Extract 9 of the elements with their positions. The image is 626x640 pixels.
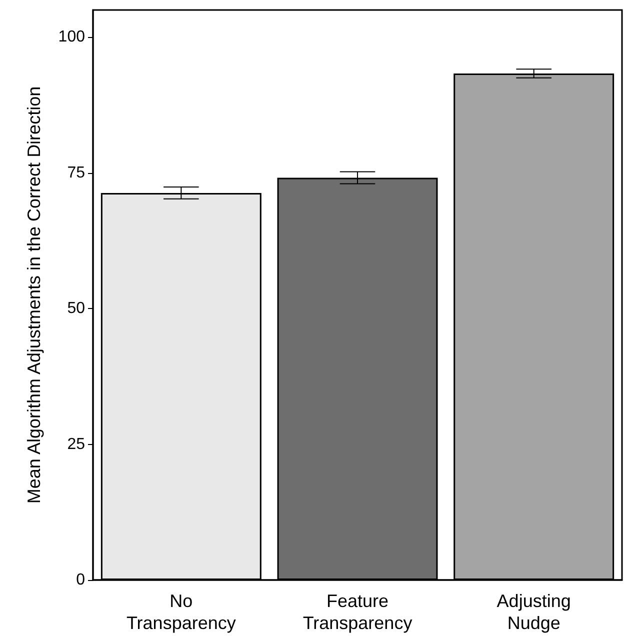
y-tick-label: 100 (58, 28, 86, 46)
y-axis-title: Mean Algorithm Adjustments in the Correct Direction (24, 86, 44, 504)
x-tick-label: Adjusting Nudge (496, 591, 571, 633)
x-tick-label: No Transparency (126, 591, 236, 633)
y-tick-label: 75 (67, 164, 86, 182)
y-tick-label: 25 (67, 436, 86, 453)
y-tick-label: 0 (76, 572, 86, 588)
y-tick-label: 50 (67, 300, 86, 318)
x-tick-label: Feature Transparency (302, 591, 412, 633)
